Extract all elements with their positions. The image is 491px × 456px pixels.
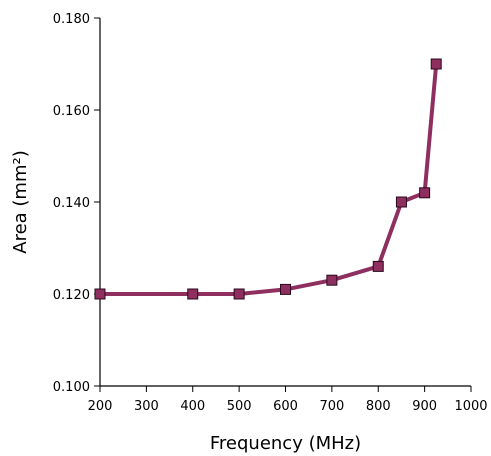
- y-tick-label: 0.100: [53, 380, 90, 395]
- data-point-marker: [233, 288, 245, 300]
- data-point-marker: [419, 187, 431, 199]
- data-point-marker: [94, 288, 106, 300]
- axes: [99, 18, 471, 387]
- x-tick-label: 300: [134, 399, 159, 414]
- x-tick-label: 900: [412, 399, 437, 414]
- y-ticks: 0.100 0.120 0.140 0.160 0.180: [53, 12, 100, 395]
- x-tick-label: 600: [273, 399, 298, 414]
- data-point-marker: [326, 274, 338, 286]
- data-point-marker: [187, 288, 199, 300]
- data-point-marker: [430, 58, 442, 70]
- x-tick-label: 800: [366, 399, 391, 414]
- x-tick-label: 200: [88, 399, 113, 414]
- x-tick-label: 1000: [454, 399, 487, 414]
- y-tick-label: 0.160: [53, 104, 90, 119]
- x-axis-title: Frequency (MHz): [210, 433, 361, 454]
- x-tick-label: 500: [227, 399, 252, 414]
- series-line: [100, 63, 439, 296]
- x-ticks: 200 300 400 500 600 700 800 900 1000: [88, 386, 488, 414]
- x-tick-label: 400: [180, 399, 205, 414]
- x-tick-label: 700: [319, 399, 344, 414]
- y-axis-title: Area (mm²): [10, 150, 31, 253]
- y-tick-label: 0.180: [53, 12, 90, 27]
- data-point-marker: [280, 283, 291, 295]
- y-tick-label: 0.140: [53, 196, 90, 211]
- data-point-marker: [372, 260, 384, 272]
- y-tick-label: 0.120: [53, 288, 90, 303]
- series-layer: [94, 58, 442, 300]
- data-point-marker: [395, 196, 407, 208]
